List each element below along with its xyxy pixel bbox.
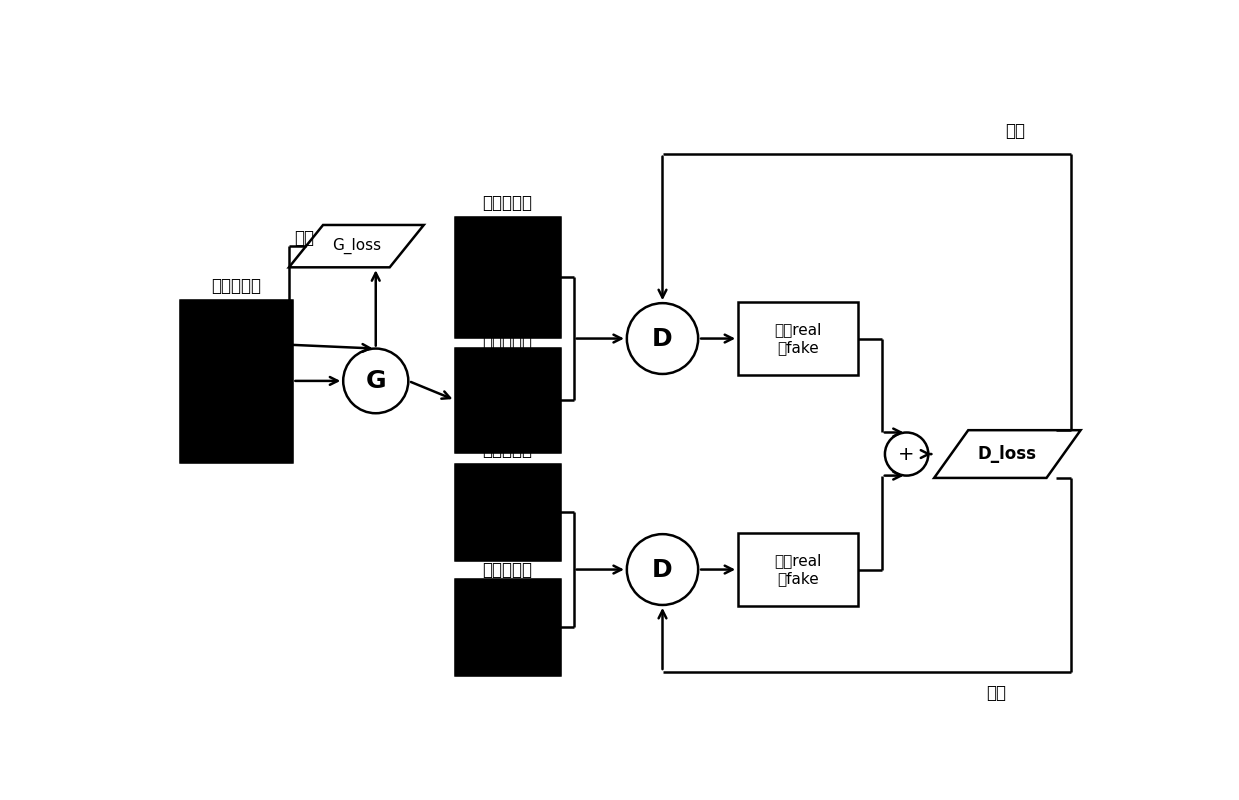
Text: +: +	[898, 445, 914, 463]
Text: 判断real
或fake: 判断real 或fake	[774, 322, 821, 354]
Bar	[455, 348, 560, 452]
Text: 优化: 优化	[1005, 122, 1025, 140]
Bar	[738, 533, 859, 606]
Bar	[455, 348, 560, 452]
Text: G: G	[366, 369, 387, 393]
Bar	[738, 302, 859, 375]
Text: 带噪语谱图: 带噪语谱图	[212, 277, 261, 295]
Text: D: D	[652, 558, 673, 582]
Bar	[455, 464, 560, 560]
Ellipse shape	[885, 433, 928, 476]
Text: 纯净语谱图: 纯净语谱图	[482, 561, 533, 578]
Bar	[455, 579, 560, 675]
Text: 带噪语谱图: 带噪语谱图	[482, 194, 533, 213]
Bar	[180, 300, 292, 462]
Text: 去噪语谱图: 去噪语谱图	[482, 334, 533, 351]
Text: 优化: 优化	[294, 230, 313, 247]
Text: 判断real
或fake: 判断real 或fake	[774, 554, 821, 586]
Text: 优化: 优化	[986, 684, 1006, 702]
Bar	[180, 300, 292, 462]
Ellipse shape	[627, 303, 698, 374]
Bar	[455, 218, 560, 337]
Ellipse shape	[627, 534, 698, 605]
Bar	[455, 579, 560, 675]
Ellipse shape	[343, 349, 409, 414]
Text: D_loss: D_loss	[978, 445, 1037, 463]
Bar	[455, 464, 560, 560]
Polygon shape	[289, 225, 424, 267]
Polygon shape	[934, 430, 1080, 478]
Text: 带噪语谱图: 带噪语谱图	[482, 441, 533, 459]
Text: D: D	[652, 326, 673, 350]
Bar	[455, 218, 560, 337]
Text: G_loss: G_loss	[332, 238, 380, 254]
